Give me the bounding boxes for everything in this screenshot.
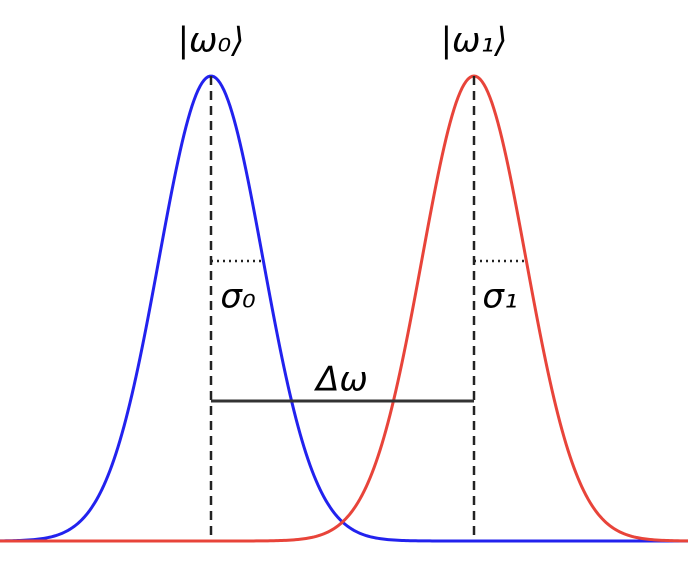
delta-label: Δω <box>313 360 368 400</box>
state-label: |ω₁⟩ <box>441 21 508 61</box>
sigma-label: σ₀ <box>220 277 256 317</box>
gaussian-0 <box>0 74 688 543</box>
gaussian-1 <box>0 74 688 543</box>
sigma-label: σ₁ <box>482 277 517 317</box>
state-label: |ω₀⟩ <box>178 21 245 61</box>
